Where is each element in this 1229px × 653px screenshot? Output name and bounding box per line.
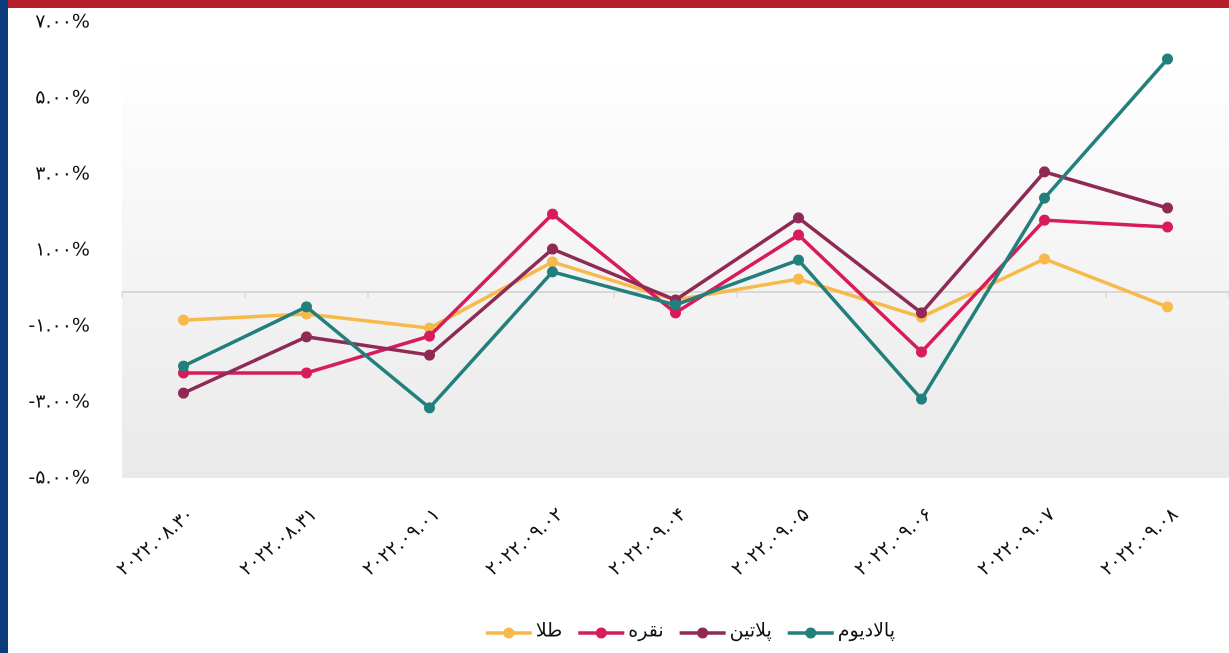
data-point [916,307,927,319]
x-tick-label: ۲۰۲۲.۰۸.۳۱ [235,503,321,580]
data-point [301,331,312,343]
data-point [178,314,189,326]
data-point [793,273,804,285]
data-point [178,387,189,399]
data-point [1162,221,1173,233]
data-point [1162,301,1173,313]
data-point [301,301,312,313]
data-point [301,367,312,379]
data-point [1039,214,1050,226]
data-point [547,256,558,268]
y-tick-label: ۷.۰۰% [35,11,90,33]
legend-marker [697,627,709,639]
legend-label: پالادیوم [838,620,895,642]
data-point [178,360,189,372]
data-point [793,212,804,224]
x-tick-label: ۲۰۲۲.۰۹.۰۵ [727,503,813,580]
top-bar [0,0,1229,8]
y-tick-label: -۱.۰۰% [28,315,90,337]
data-point [916,346,927,358]
x-tick-label: ۲۰۲۲.۰۸.۳۰ [112,503,198,580]
y-tick-label: ۳.۰۰% [35,163,90,185]
x-tick-label: ۲۰۲۲.۰۹.۰۷ [973,503,1059,580]
data-point [424,322,435,334]
data-point [670,299,681,311]
data-point [1039,253,1050,265]
x-tick-label: ۲۰۲۲.۰۹.۰۱ [358,503,444,580]
data-point [1039,192,1050,204]
legend-label: طلا [536,620,562,642]
data-point [916,393,927,405]
x-tick-label: ۲۰۲۲.۰۹.۰۸ [1096,503,1182,580]
y-tick-label: -۳.۰۰% [28,391,90,413]
x-tick-label: ۲۰۲۲.۰۹.۰۴ [604,503,690,580]
plot-background [122,60,1229,478]
legend-label: نقره [628,620,663,642]
y-tick-label: ۵.۰۰% [35,87,90,109]
side-bar [0,0,8,653]
data-point [547,266,558,278]
data-point [1162,202,1173,214]
data-point [547,208,558,220]
x-tick-label: ۲۰۲۲.۰۹.۰۶ [850,503,936,580]
y-tick-label: ۱.۰۰% [35,239,90,261]
legend-label: پلاتین [730,620,772,642]
data-point [547,243,558,255]
data-point [424,402,435,414]
data-point [793,229,804,241]
legend-marker [503,627,515,639]
data-point [1162,53,1173,65]
data-point [670,307,681,319]
data-point [1039,166,1050,178]
data-point [424,349,435,361]
x-tick-label: ۲۰۲۲.۰۹.۰۲ [481,503,567,580]
legend-marker [595,627,607,639]
data-point [793,254,804,266]
legend-marker [805,627,817,639]
data-point [424,330,435,342]
y-tick-label: -۵.۰۰% [28,467,90,489]
